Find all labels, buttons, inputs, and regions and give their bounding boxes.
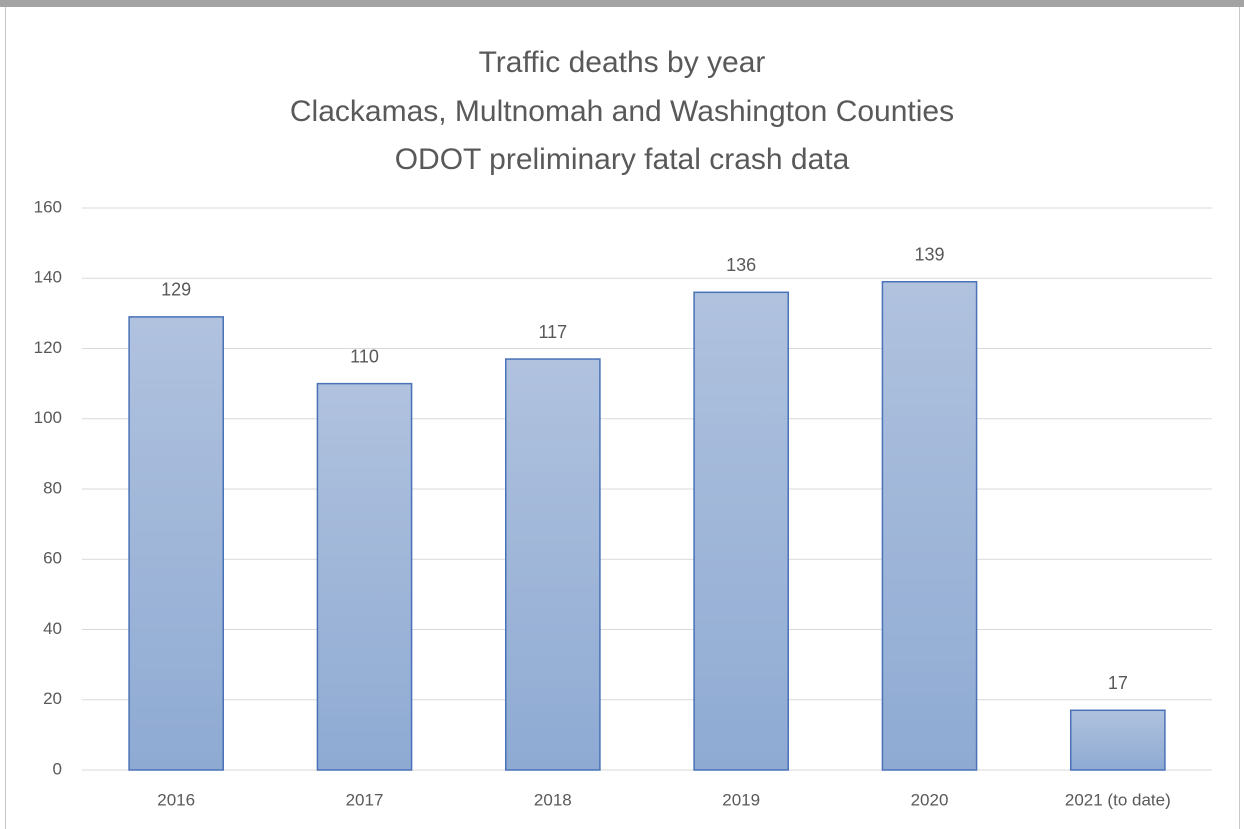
bar [128, 316, 224, 771]
chart-subtitle: Clackamas, Multnomah and Washington Coun… [290, 95, 954, 128]
bar [693, 291, 789, 771]
top-bar [0, 0, 1244, 7]
y-tick-label: 40 [43, 619, 62, 638]
x-tick-label: 2019 [722, 790, 760, 809]
value-label: 110 [350, 346, 379, 366]
x-tick-label: 2018 [534, 790, 572, 809]
bar [505, 358, 601, 771]
y-tick-label: 60 [43, 549, 62, 568]
x-tick-label: 2016 [157, 790, 195, 809]
x-tick-label: 2021 (to date) [1065, 790, 1171, 809]
bar [881, 281, 978, 771]
y-tick-label: 120 [34, 338, 62, 357]
bar [316, 382, 413, 771]
chart-title: Traffic deaths by year [479, 46, 766, 79]
y-tick-label: 140 [34, 268, 62, 287]
bar [1070, 709, 1166, 771]
value-label: 17 [1108, 673, 1128, 693]
value-label: 139 [914, 245, 944, 265]
value-label: 136 [726, 255, 756, 275]
value-label: 129 [161, 280, 191, 300]
chart-subtitle: ODOT preliminary fatal crash data [395, 143, 850, 176]
y-tick-label: 20 [43, 689, 62, 708]
x-tick-label: 2017 [346, 790, 384, 809]
y-tick-label: 100 [34, 408, 62, 427]
x-tick-label: 2020 [911, 790, 949, 809]
y-tick-label: 160 [34, 197, 62, 216]
value-label: 117 [538, 322, 567, 342]
y-tick-label: 80 [43, 478, 62, 497]
y-tick-label: 0 [53, 759, 62, 778]
